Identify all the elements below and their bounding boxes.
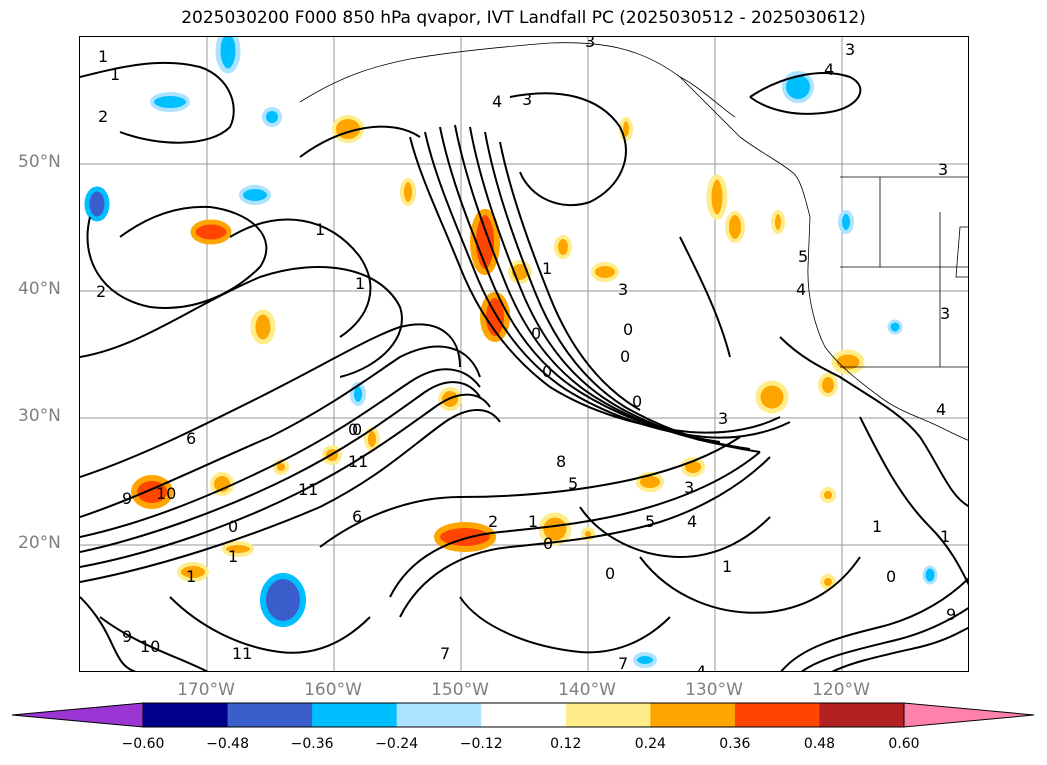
colorbar-cell: [396, 703, 482, 727]
contour-label: 3: [618, 280, 628, 299]
colorbar-extend-low: [11, 702, 144, 728]
contour-labels: 1 1 2 4 3 3 3 4 3 3 1 1 2 1 0 3 0 0 0 0 …: [96, 37, 956, 672]
colorbar-tick-label: 0.36: [719, 736, 751, 752]
contour-label: 9: [122, 489, 132, 508]
colorbar-tick-label: −0.60: [121, 736, 165, 752]
contour-label: 3: [845, 40, 855, 59]
contour-label: 1: [940, 527, 950, 546]
contour-label: 7: [618, 654, 628, 672]
colorbar-cell: [734, 703, 820, 727]
map-panel: 1 1 2 4 3 3 3 4 3 3 1 1 2 1 0 3 0 0 0 0 …: [79, 36, 969, 672]
colorbar-tick-label: 0.12: [550, 736, 582, 752]
contour-label: 4: [824, 60, 834, 79]
contour-label: 1: [722, 557, 732, 576]
contour-label: 0: [531, 324, 541, 343]
lon-label-140w: 140°W: [558, 680, 616, 700]
colorbar-cell: [312, 703, 398, 727]
coastline: [299, 42, 968, 441]
contour-label: 9: [946, 605, 956, 624]
contour-label: 1: [186, 567, 196, 586]
contour-label: 4: [936, 400, 946, 419]
contour-label: 0: [348, 420, 358, 439]
lon-label-160w: 160°W: [304, 680, 362, 700]
contour-label: 0: [542, 362, 552, 381]
lon-label-120w: 120°W: [812, 680, 870, 700]
contour-label: 0: [623, 320, 633, 339]
colorbar-tick-label: −0.24: [375, 736, 419, 752]
contour-label: 3: [522, 90, 532, 109]
contour-label: 3: [940, 304, 950, 323]
contour-label: 7: [440, 644, 450, 663]
colorbar-cells: [11, 702, 1035, 728]
contour-label: 1: [542, 259, 552, 278]
contour-label: 3: [585, 37, 595, 51]
colorbar: [11, 702, 1035, 728]
contour-label: 4: [687, 512, 697, 531]
contour-label: 0: [352, 420, 362, 439]
contour-label: 11: [348, 452, 368, 471]
colorbar-cell: [650, 703, 736, 727]
colorbar-cell: [143, 703, 229, 727]
colorbar-tick-label: 0.48: [803, 736, 836, 752]
lat-label-20n: 20°N: [18, 533, 61, 553]
colorbar-extend-high: [903, 702, 1035, 728]
contour-label: 2: [96, 282, 106, 301]
contour-label: 1: [355, 274, 365, 293]
map-canvas: 1 1 2 4 3 3 3 4 3 3 1 1 2 1 0 3 0 0 0 0 …: [80, 37, 968, 672]
colorbar-tick-label: −0.12: [459, 736, 503, 752]
contour-label: 1: [315, 220, 325, 239]
contour-label: 2: [488, 512, 498, 531]
contour-label: 11: [232, 644, 252, 663]
contour-label: 11: [298, 480, 318, 499]
colorbar-cell: [565, 703, 651, 727]
contour-label: 0: [632, 392, 642, 411]
contour-label: 4: [492, 92, 502, 111]
contour-label: 5: [568, 474, 578, 493]
colorbar-frame: [142, 702, 905, 728]
contour-label: 3: [684, 478, 694, 497]
contour-label: 1: [110, 65, 120, 84]
contour-label: 0: [605, 564, 615, 583]
contour-label: 1: [528, 512, 538, 531]
contour-label: 1: [228, 547, 238, 566]
colorbar-tick-label: −0.48: [206, 736, 249, 752]
contour-label: 6: [352, 507, 362, 526]
contour-label: 1: [98, 47, 108, 66]
ivt-contours: [80, 61, 968, 671]
lat-label-30n: 30°N: [18, 406, 61, 426]
contour-label: 5: [645, 512, 655, 531]
lon-label-170w: 170°W: [177, 680, 235, 700]
lon-label-150w: 150°W: [431, 680, 489, 700]
colorbar-tick-label: 0.60: [888, 736, 920, 752]
contour-label: 9: [122, 627, 132, 646]
contour-label: 8: [556, 452, 566, 471]
contour-label: 5: [798, 247, 808, 266]
map-title: 2025030200 F000 850 hPa qvapor, IVT Land…: [181, 8, 866, 28]
lon-label-130w: 130°W: [685, 680, 743, 700]
contour-label: 0: [620, 347, 630, 366]
contour-label: 1: [872, 517, 882, 536]
contour-label: 0: [228, 517, 238, 536]
lat-label-50n: 50°N: [18, 152, 61, 172]
colorbar-cell: [819, 703, 905, 727]
contour-label: 10: [140, 637, 160, 656]
contour-label: 0: [886, 567, 896, 586]
contour-label: 6: [186, 429, 196, 448]
contour-label: 4: [796, 280, 806, 299]
contour-label: 4: [696, 662, 706, 672]
contour-label: 2: [98, 107, 108, 126]
lat-label-40n: 40°N: [18, 279, 61, 299]
contour-label: 3: [718, 409, 728, 428]
colorbar-cell: [481, 703, 567, 727]
contour-label: 3: [938, 160, 948, 179]
colorbar-tick-label: −0.36: [290, 736, 334, 752]
contour-label: 10: [156, 484, 176, 503]
contour-label: 0: [543, 534, 553, 553]
colorbar-cell: [227, 703, 313, 727]
colorbar-tick-label: 0.24: [634, 736, 666, 752]
